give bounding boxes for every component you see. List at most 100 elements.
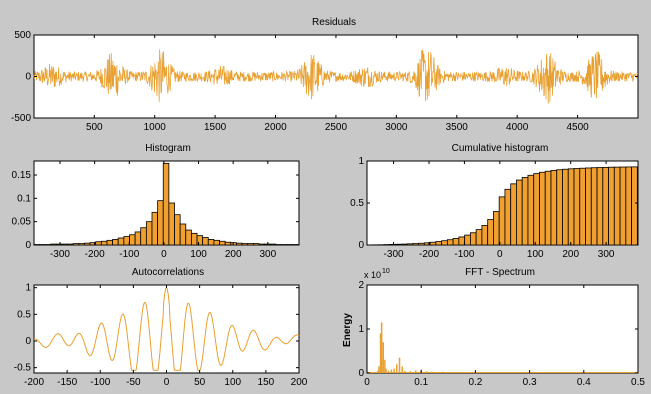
histogram-xtick-label: -200 [85,249,105,260]
residuals-xtick-label: 2500 [325,122,348,133]
autocorrelations-title: Autocorrelations [132,267,204,278]
cumulative-xtick-label: 100 [527,249,544,260]
cumulative-xtick-label: 0 [497,249,503,260]
autocorrelations-ytick-label: 0 [25,336,31,347]
cumulative-bar [493,211,500,246]
cumulative-bar [613,166,621,246]
residuals-series-line [33,49,639,104]
cumulative-bar [590,167,598,246]
histogram-bar [117,237,125,246]
cumulative-bar [539,171,546,246]
autocorrelations-xtick-label: 0 [164,377,170,388]
cumulative-bar [544,170,552,246]
fft-title: FFT - Spectrum [465,267,535,278]
cumulative-bar [631,166,638,246]
histogram-ytick-label: 0 [25,240,31,251]
fft-exponent-power: 10 [382,268,390,275]
cumulative-ytick-label: 1 [358,156,364,167]
residuals-axes: Residuals 500 1000 1500 2000 2500 3000 3500 400… [11,17,639,133]
fft-marks: 0 0.1 0.2 0.3 0.4 0.5 0 1 2 [358,280,645,388]
histogram-bar [179,223,187,246]
cumulative-xtick-label: 200 [562,249,579,260]
histogram-bar [140,227,147,246]
residuals-ytick-label: 500 [14,30,31,41]
residuals-xtick-label: 500 [86,122,103,133]
histogram-bar [269,243,277,246]
fft-xtick-label: 0.4 [577,377,591,388]
histogram-bar [78,243,85,246]
fft-ylabel: Energy [342,313,353,347]
cumulative-bar [619,166,627,246]
cumulative-xtick-label: -300 [384,249,404,260]
histogram-bar [168,202,175,246]
cumulative-bar [481,225,489,246]
histogram-ytick-label: 0.15 [12,170,32,181]
autocorrelations-ytick-label: 0.5 [17,309,31,320]
histogram-title: Histogram [145,143,191,154]
cumulative-bar [516,179,523,246]
cumulative-bar [527,174,535,246]
histogram-xtick-label: -100 [119,249,139,260]
histogram-bar [112,238,119,246]
histogram-bar [196,235,204,246]
histogram-bar [145,221,153,246]
cumulative-xtick-label: -200 [419,249,439,260]
cumulative-bar [608,166,615,246]
histogram-ytick-label: 0.1 [17,193,31,204]
histogram-bar [50,243,57,246]
cumulative-bar [567,168,575,246]
cumulative-bar [418,242,425,246]
histogram-axes: Histogram -300 -200 -100 0 100 200 300 0 0.05 0.1… [12,143,300,260]
histogram-bar [123,236,130,246]
cumulative-bar [452,238,460,246]
histogram-bar [134,231,142,246]
fft-xtick-label: 0.3 [523,377,537,388]
histogram-bar [190,232,198,246]
cumulative-bar [562,168,569,246]
residuals-xtick-label: 3500 [446,122,469,133]
autocorrelations-xtick-label: -150 [57,377,77,388]
fft-ytick-label: 1 [358,324,364,335]
histogram-xtick-label: 300 [259,249,276,260]
cumulative-bar [504,188,512,246]
histogram-bar [129,234,136,246]
cumulative-ytick-label: 0.5 [350,198,364,209]
histogram-bar [151,211,159,246]
histogram-marks: -300 -200 -100 0 100 200 300 0 0.05 0.1 0.15 [12,161,299,260]
fft-ytick-label: 2 [358,280,364,291]
cumulative-bar [596,167,604,246]
autocorrelations-plot-area [33,284,300,374]
histogram-bar [213,239,220,246]
cumulative-bar [585,167,592,246]
cumulative-bar [446,239,454,246]
autocorrelations-xtick-label: 150 [258,377,275,388]
histogram-xtick-label: 100 [190,249,207,260]
fft-axes: FFT - Spectrum x 10 10 Energy 0 0.1 0.2 0.3… [342,267,645,388]
histogram-bar [162,162,170,246]
cumulative-bar [498,196,506,246]
histogram-xtick-label: 200 [225,249,242,260]
residuals-xtick-label: 4000 [506,122,529,133]
cumulative-bar [464,234,471,246]
cumulative-bar [389,244,396,246]
cumulative-bar [556,169,563,246]
cumulative-axes: Cumulative histogram -300 -200 -100 0 100 200… [350,143,639,260]
autocorrelations-xtick-label: -200 [24,377,44,388]
histogram-bar [185,229,192,246]
fft-plot-area [366,284,639,374]
cumulative-xtick-label: 300 [598,249,615,260]
histogram-bar [95,241,102,246]
cumulative-bar [435,241,443,246]
cumulative-title: Cumulative histogram [452,143,549,154]
histogram-bar [84,242,91,246]
histogram-bar [236,242,243,246]
histogram-bar [55,243,63,246]
autocorrelations-xtick-label: 50 [194,377,206,388]
fft-xtick-label: 0.5 [631,377,645,388]
residuals-ytick-label: -500 [11,113,31,124]
cumulative-bar [625,166,632,246]
cumulative-bar [475,229,483,246]
residuals-xtick-label: 1500 [204,122,227,133]
autocorrelations-marks: -200 -150 -100 -50 0 50 100 150 200 -0.5 0 0.5 1 [14,283,308,388]
